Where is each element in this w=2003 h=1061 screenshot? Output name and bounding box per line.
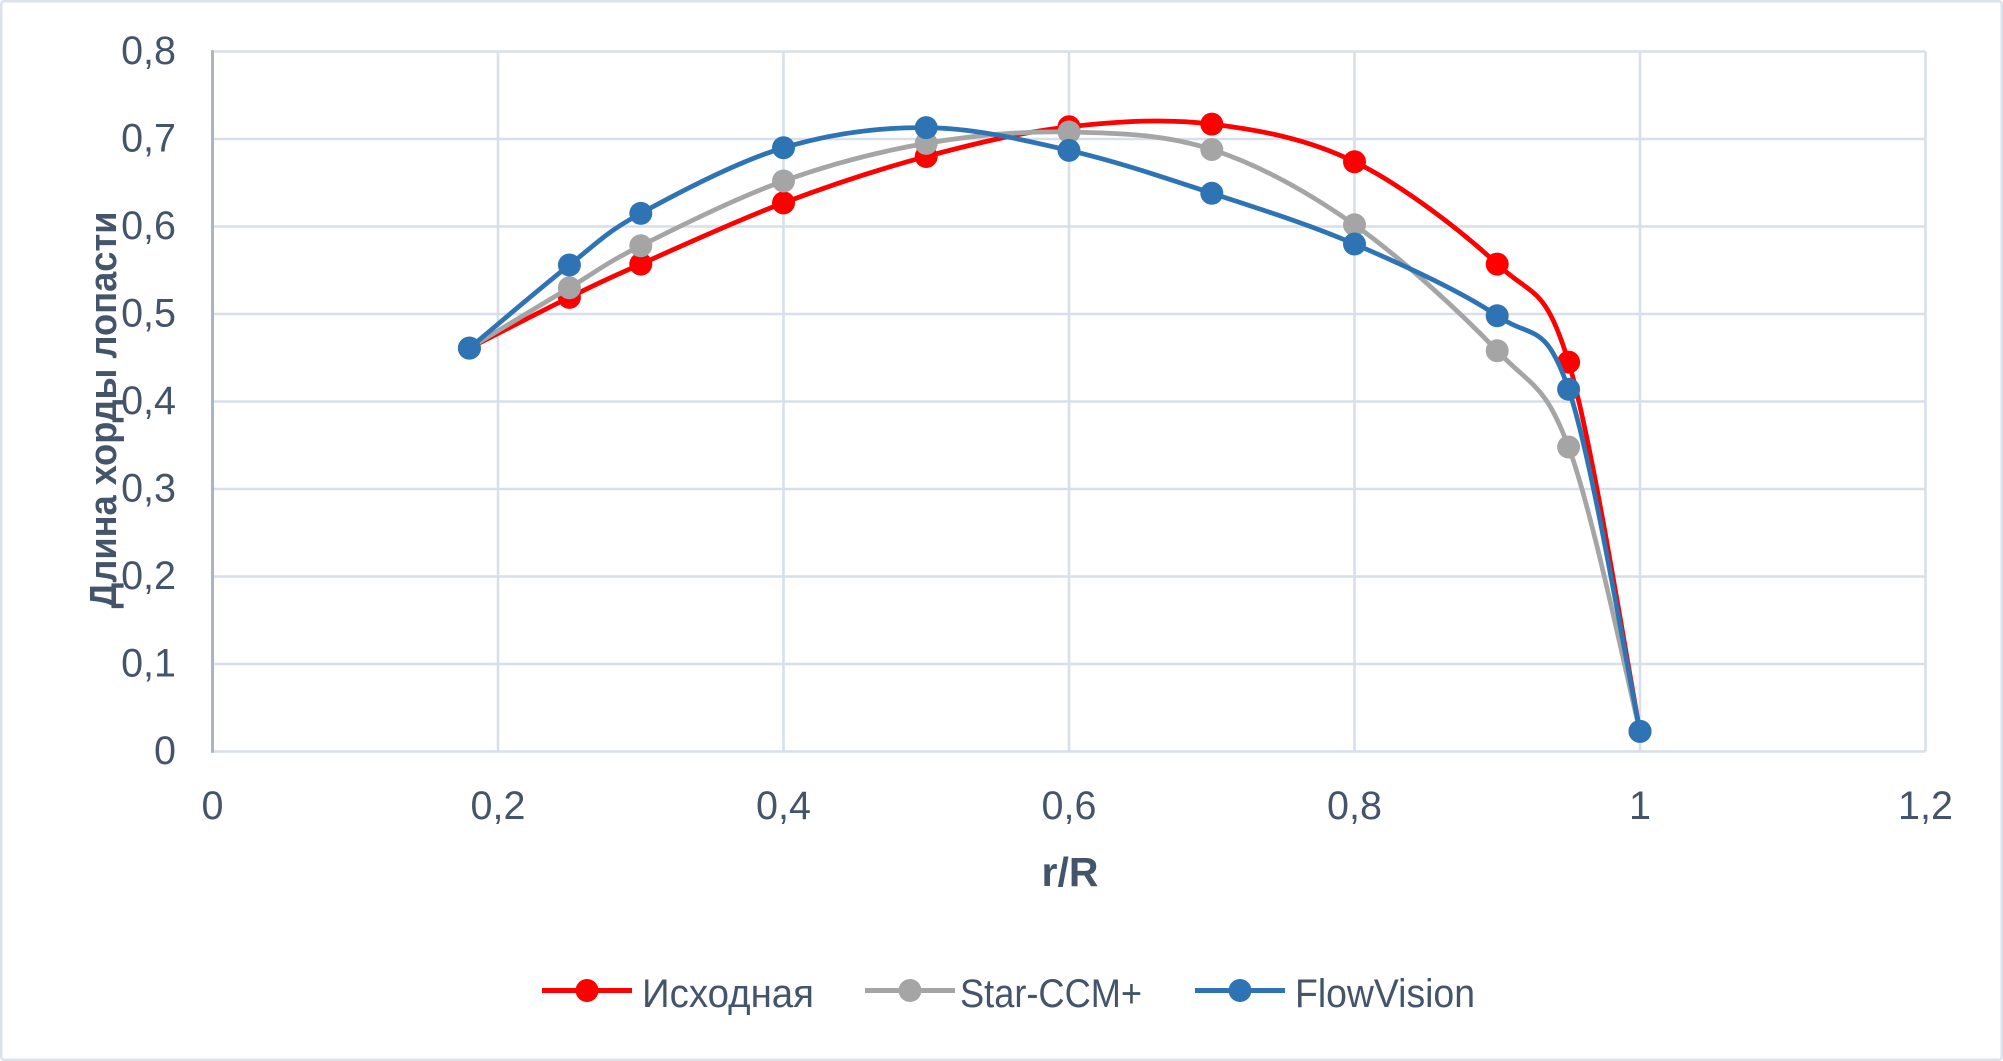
svg-text:0,6: 0,6 bbox=[121, 204, 176, 248]
svg-text:0,4: 0,4 bbox=[756, 784, 811, 828]
svg-text:r/R: r/R bbox=[1042, 849, 1099, 895]
svg-text:0,2: 0,2 bbox=[121, 554, 176, 598]
svg-text:0,5: 0,5 bbox=[121, 291, 176, 335]
svg-text:0,6: 0,6 bbox=[1042, 784, 1097, 828]
svg-text:0,8: 0,8 bbox=[1327, 784, 1382, 828]
svg-text:0,7: 0,7 bbox=[121, 116, 176, 160]
svg-text:0: 0 bbox=[154, 729, 176, 773]
svg-text:Star-CCM+: Star-CCM+ bbox=[960, 972, 1142, 1016]
svg-text:FlowVision: FlowVision bbox=[1295, 972, 1475, 1016]
svg-text:0,3: 0,3 bbox=[121, 466, 176, 510]
svg-text:0,2: 0,2 bbox=[471, 784, 526, 828]
svg-text:Длина хорды лопасти: Длина хорды лопасти bbox=[83, 212, 125, 609]
svg-text:0: 0 bbox=[202, 784, 224, 828]
svg-text:Исходная: Исходная bbox=[642, 972, 814, 1016]
svg-text:1: 1 bbox=[1629, 784, 1651, 828]
svg-text:1,2: 1,2 bbox=[1898, 784, 1953, 828]
svg-text:0,1: 0,1 bbox=[121, 641, 176, 685]
svg-text:0,8: 0,8 bbox=[121, 29, 176, 73]
svg-text:0,4: 0,4 bbox=[121, 379, 176, 423]
